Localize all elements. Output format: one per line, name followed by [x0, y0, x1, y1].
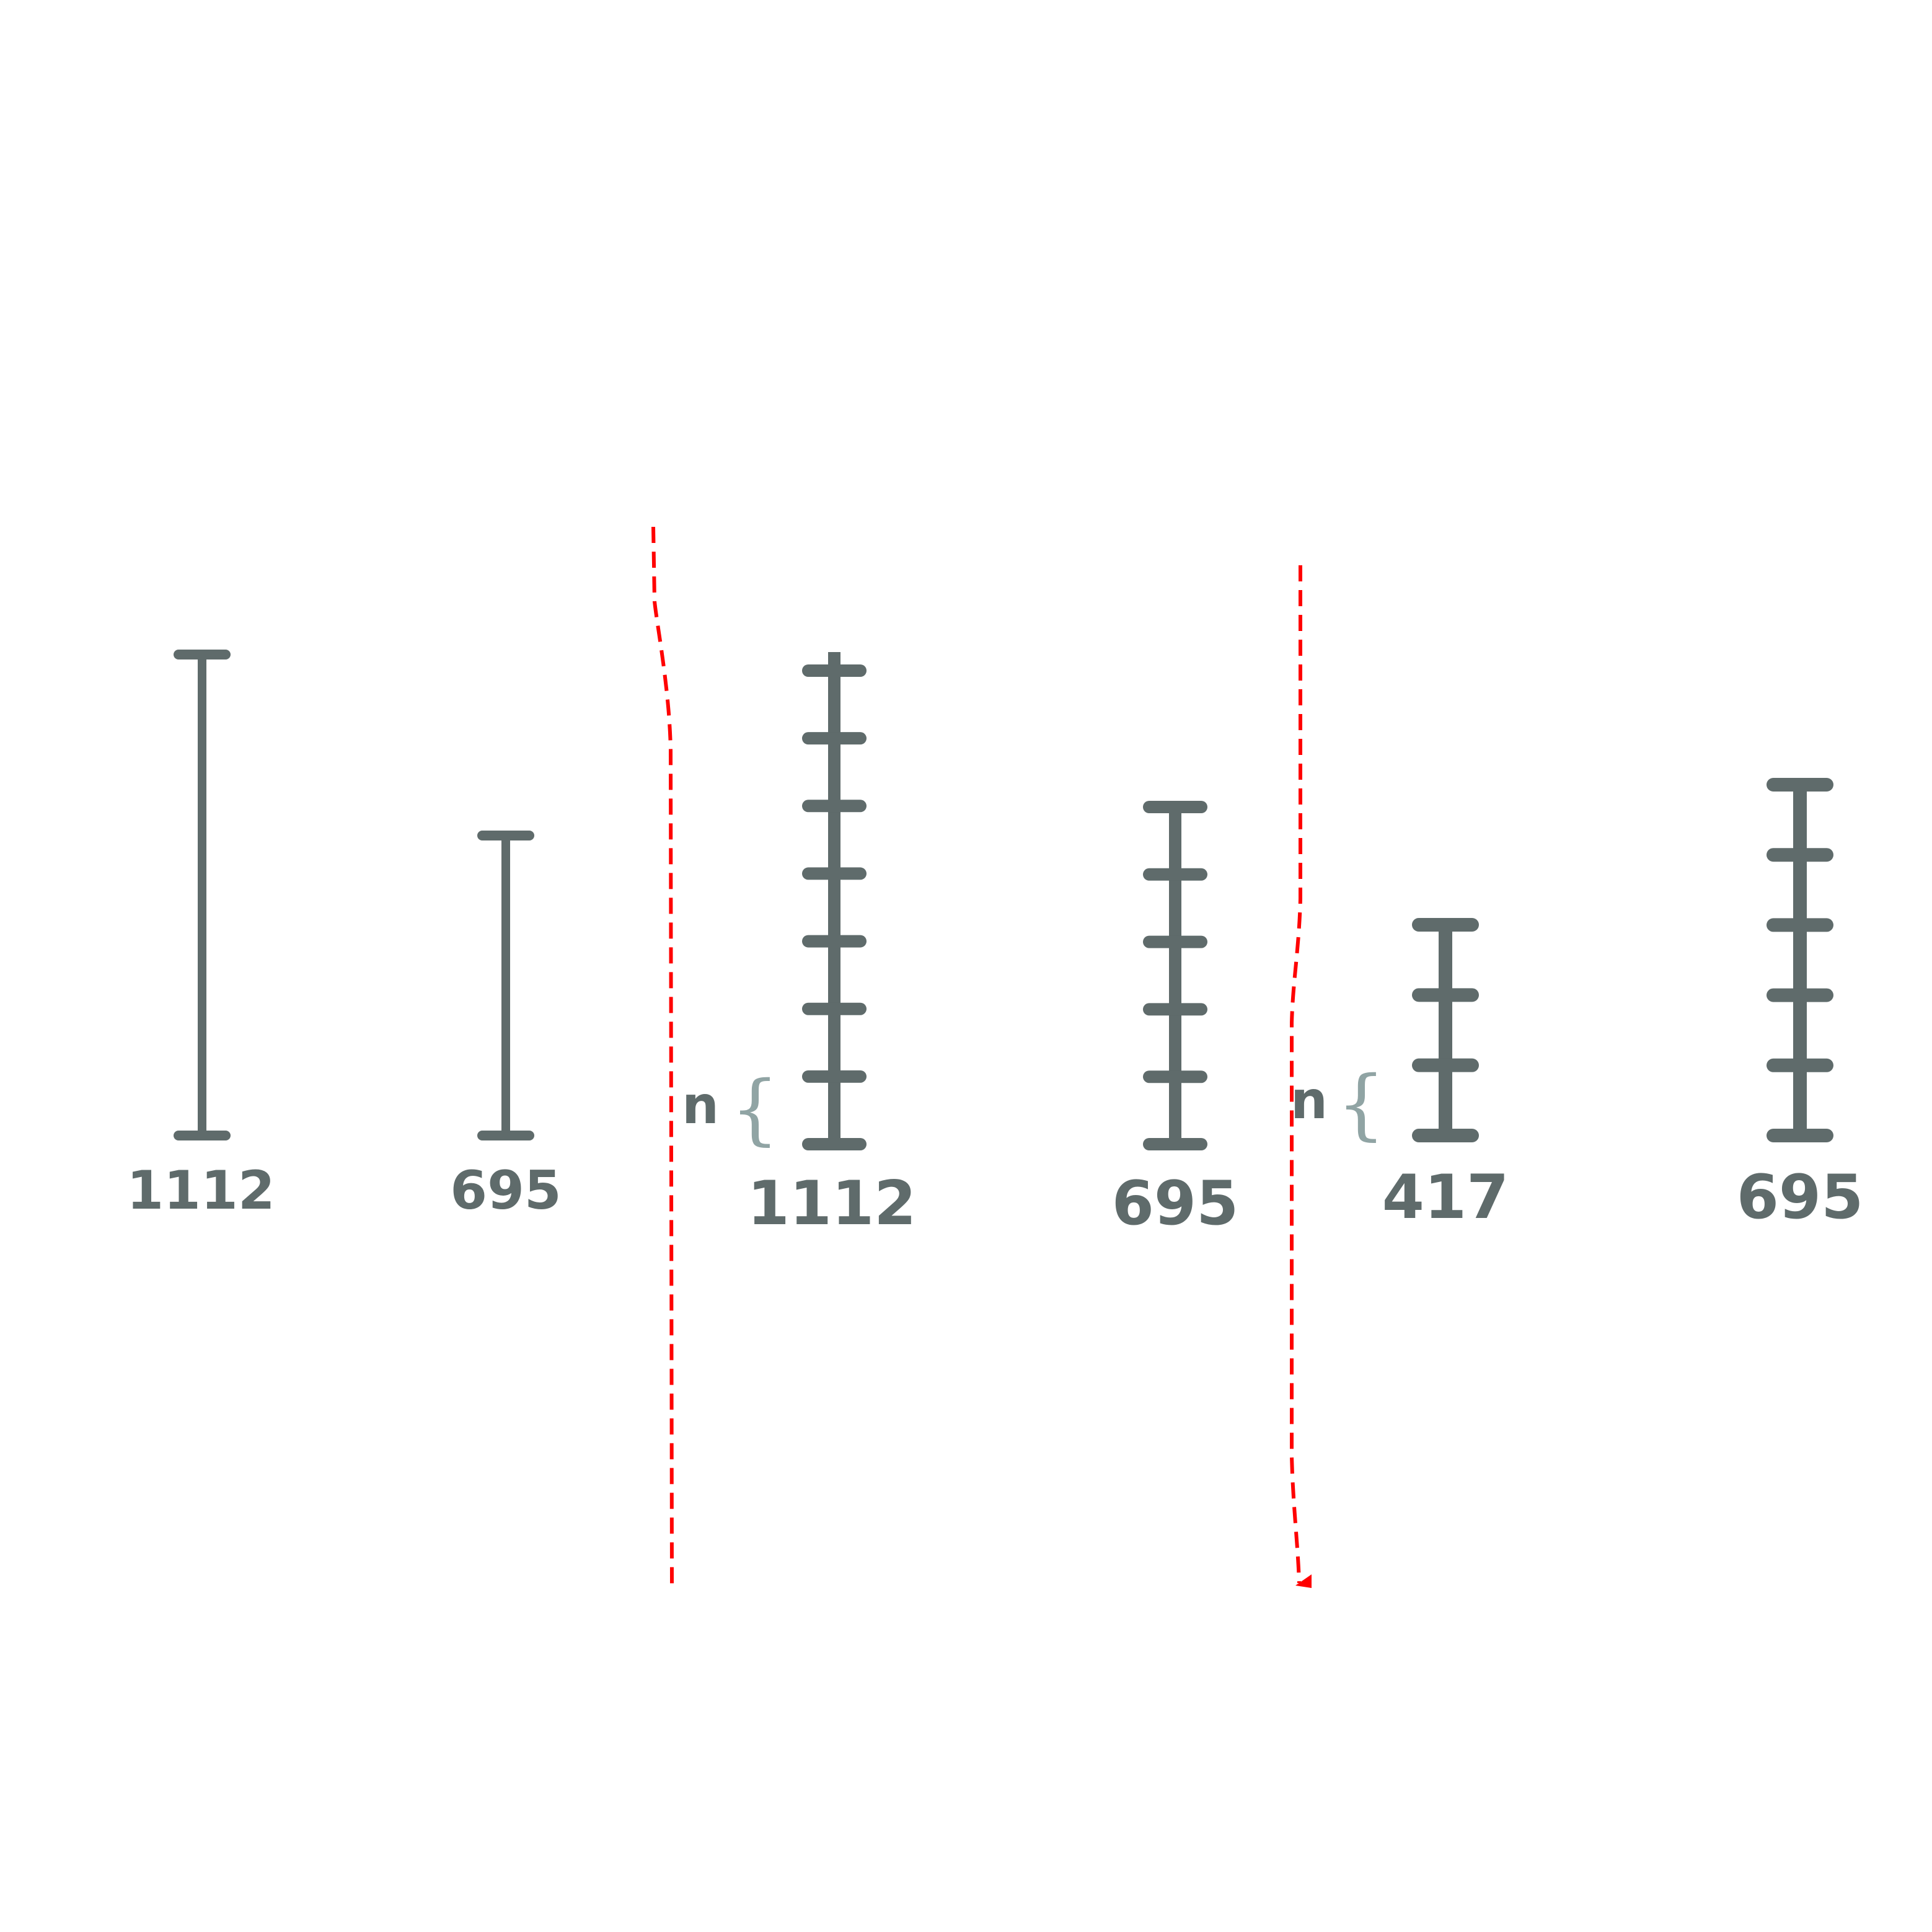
ruler-3-brace: {: [731, 1065, 780, 1154]
ruler-2: 695: [450, 831, 562, 1222]
ruler-6: 695: [1737, 778, 1864, 1233]
ruler-4-tick: [1143, 1003, 1207, 1016]
ruler-1-tick: [174, 1131, 231, 1140]
ruler-5: n { 417: [1290, 918, 1509, 1233]
ruler-4-tick: [1143, 935, 1207, 948]
ruler-1: 1112: [126, 650, 275, 1222]
ruler-6-tick: [1767, 778, 1833, 792]
ruler-3-tick: [802, 732, 867, 745]
ruler-3-tick: [802, 1070, 867, 1083]
ruler-5-label: 417: [1382, 1162, 1509, 1233]
ruler-3-tick: [802, 867, 867, 880]
ruler-4-label: 695: [1112, 1168, 1239, 1239]
ruler-5-tick: [1412, 1129, 1479, 1142]
ruler-6-tick: [1767, 1129, 1833, 1142]
ruler-5-tick: [1412, 1058, 1479, 1072]
ruler-5-tick: [1412, 918, 1479, 932]
ruler-3-tick: [802, 800, 867, 813]
ruler-4: 695: [1112, 801, 1239, 1239]
ruler-6-tick: [1767, 988, 1833, 1002]
ruler-4-tick: [1143, 801, 1207, 813]
ruler-4-tick: [1143, 1138, 1207, 1150]
ruler-3-tick: [802, 664, 867, 677]
ruler-4-tick: [1143, 1070, 1207, 1083]
ruler-5-brace-label: n: [1290, 1070, 1328, 1131]
divider-line-left: [651, 526, 674, 1587]
ruler-4-tick: [1143, 868, 1207, 881]
divider-arrowhead: [1295, 1574, 1312, 1588]
ruler-1-tick: [174, 650, 231, 659]
ruler-2-tick: [477, 831, 534, 840]
ruler-6-tick: [1767, 848, 1833, 862]
ruler-3-brace-label: n: [682, 1075, 719, 1136]
ruler-6-label: 695: [1737, 1162, 1864, 1233]
ruler-5-brace: {: [1337, 1060, 1386, 1149]
ruler-2-tick: [477, 1131, 534, 1140]
ruler-1-label: 1112: [126, 1160, 275, 1222]
ruler-3-tick: [802, 935, 867, 948]
ruler-3-label: 1112: [748, 1168, 917, 1239]
ruler-3-tick: [802, 1138, 867, 1150]
ruler-3: n { 1112: [682, 652, 916, 1239]
ruler-2-label: 695: [450, 1160, 562, 1222]
ruler-6-tick: [1767, 1058, 1833, 1072]
ruler-6-tick: [1767, 918, 1833, 932]
divider-line-right: [1290, 565, 1302, 1584]
ruler-3-tick: [802, 1002, 867, 1015]
ruler-5-tick: [1412, 988, 1479, 1002]
